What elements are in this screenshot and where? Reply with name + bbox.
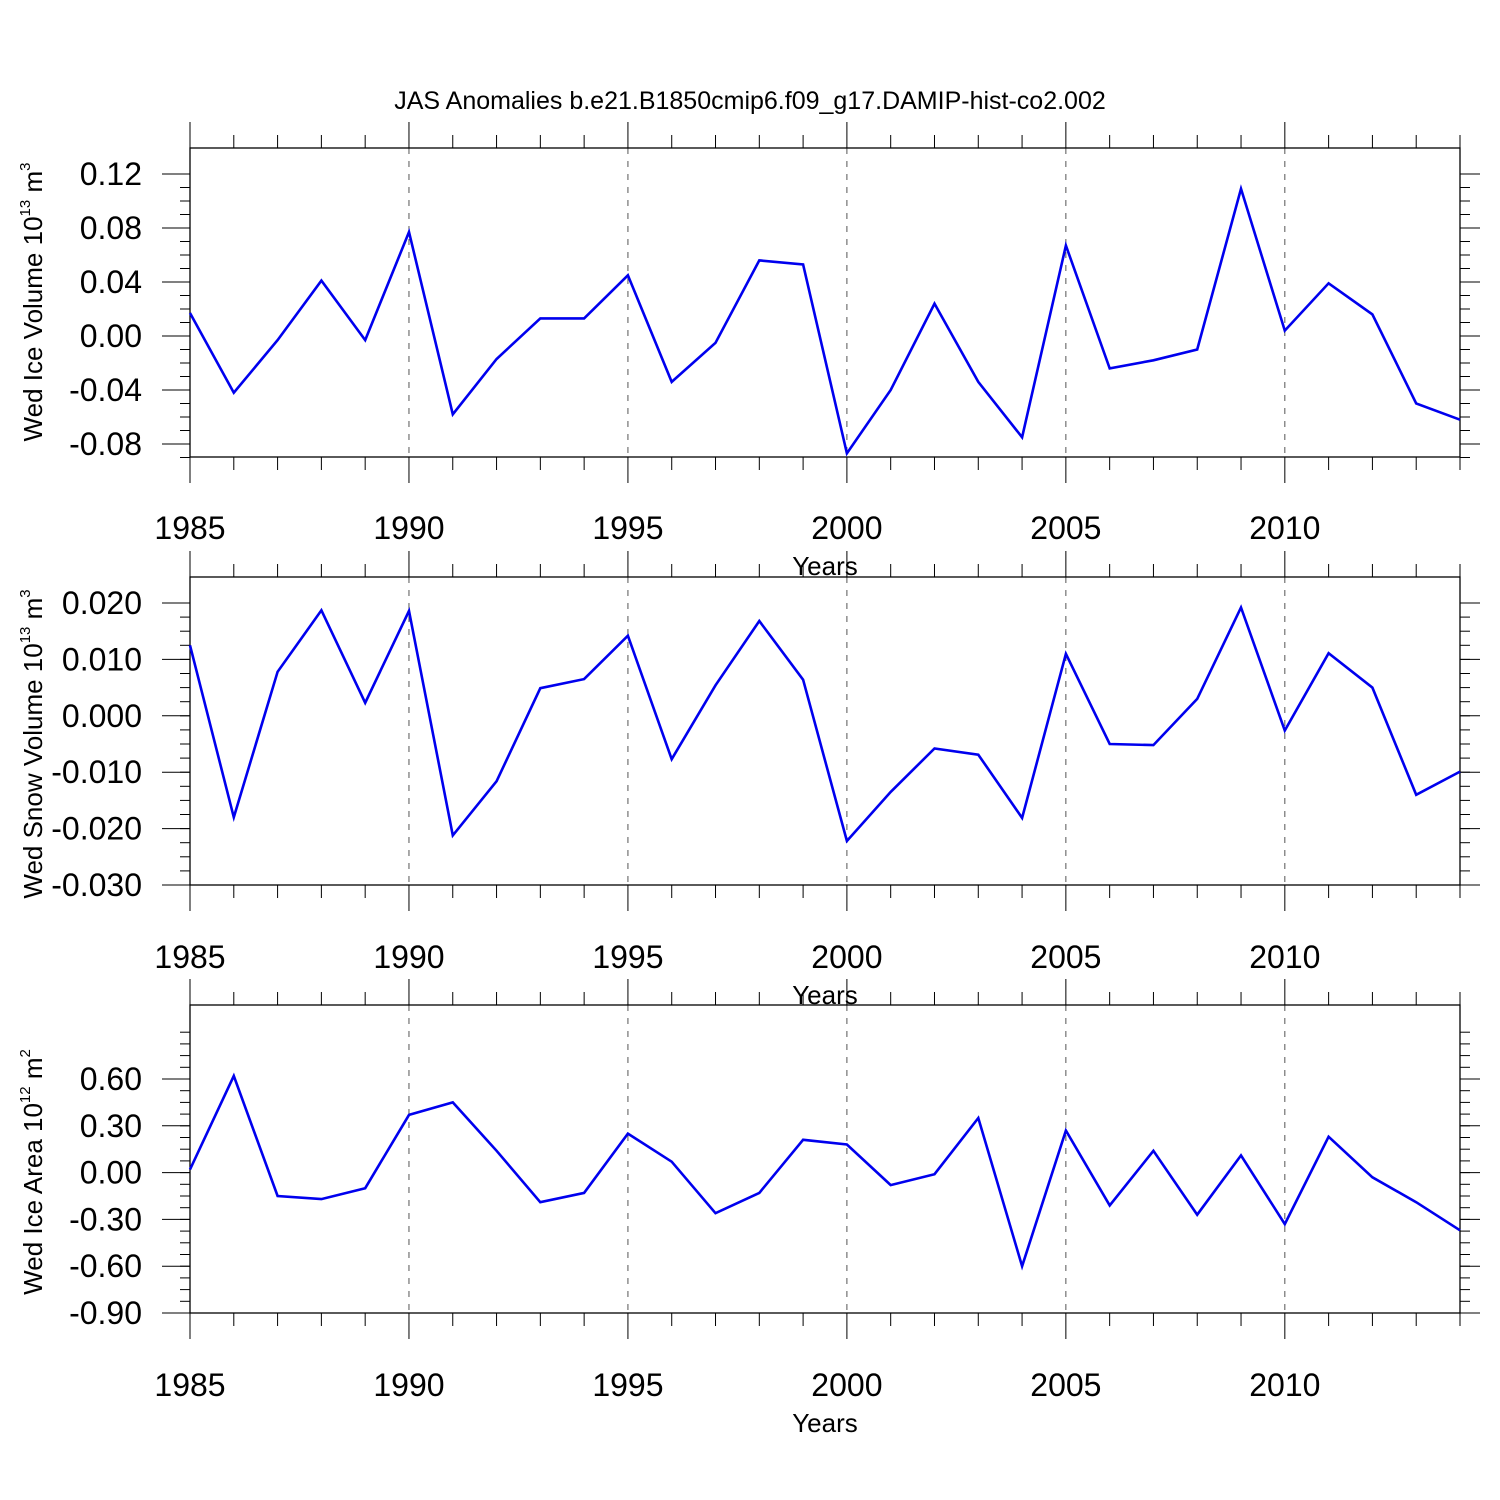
x-tick-label: 2010 (1249, 939, 1320, 975)
y-tick-label: 0.000 (62, 698, 142, 734)
x-tick-label: 2005 (1030, 510, 1101, 546)
y-tick-label: -0.010 (51, 754, 142, 790)
x-tick-label: 1985 (154, 1367, 225, 1403)
y-tick-label: -0.30 (69, 1201, 142, 1237)
y-axis-title: Wed Ice Volume 1013 m3 (17, 163, 48, 442)
y-tick-label: -0.60 (69, 1248, 142, 1284)
figure-title: JAS Anomalies b.e21.B1850cmip6.f09_g17.D… (394, 87, 1106, 115)
x-tick-label: 2005 (1030, 939, 1101, 975)
y-tick-label: -0.90 (69, 1295, 142, 1331)
plot-frame (189, 1004, 1461, 1314)
y-tick-label: 0.08 (80, 210, 142, 246)
y-tick-label: 0.60 (80, 1061, 142, 1097)
y-tick-label: 0.020 (62, 585, 142, 621)
x-tick-label: 2000 (811, 1367, 882, 1403)
x-tick-label: 2000 (811, 510, 882, 546)
y-tick-label: 0.010 (62, 641, 142, 677)
x-tick-label: 1995 (592, 510, 663, 546)
y-tick-label: 0.30 (80, 1108, 142, 1144)
x-tick-label: 1990 (373, 510, 444, 546)
y-axis-title: Wed Snow Volume 1013 m3 (17, 589, 48, 898)
x-tick-label: 2010 (1249, 510, 1320, 546)
y-tick-label: 0.04 (80, 264, 142, 300)
x-tick-label: 2000 (811, 939, 882, 975)
y-tick-label: 0.12 (80, 156, 142, 192)
chart-panel-2: 0.020 0.010 0.000 -0.010 -0.020 -0.030 1985 199… (17, 551, 1480, 1010)
series-line (188, 604, 1461, 844)
y-axis-title: Wed Ice Area 1012 m2 (17, 1049, 48, 1295)
x-tick-label: 1995 (592, 1367, 663, 1403)
series-line (188, 1072, 1461, 1271)
plot-frame (189, 576, 1461, 886)
y-tick-label: -0.08 (69, 426, 142, 462)
chart-panel-3: 0.60 0.30 0.00 -0.30 -0.60 -0.90 1985 1990 1995 2… (17, 979, 1480, 1438)
x-tick-label: 1995 (592, 939, 663, 975)
y-tick-label: -0.030 (51, 867, 142, 903)
x-tick-label: 1985 (154, 510, 225, 546)
x-tick-label: 1985 (154, 939, 225, 975)
y-tick-label: -0.04 (69, 372, 142, 408)
x-tick-label: 2005 (1030, 1367, 1101, 1403)
chart-panel-1: 0.12 0.08 0.04 0.00 -0.04 -0.08 1985 1990 1995 20… (17, 122, 1480, 581)
x-tick-label: 2010 (1249, 1367, 1320, 1403)
series-line (188, 184, 1461, 457)
y-tick-label: 0.00 (80, 1155, 142, 1191)
x-tick-label: 1990 (373, 939, 444, 975)
y-tick-label: -0.020 (51, 811, 142, 847)
x-axis-title: Years (792, 1408, 858, 1438)
y-tick-label: 0.00 (80, 318, 142, 354)
plot-frame (189, 147, 1461, 458)
x-tick-label: 1990 (373, 1367, 444, 1403)
panels: 0.12 0.08 0.04 0.00 -0.04 -0.08 1985 1990 1995 20… (17, 122, 1480, 1438)
